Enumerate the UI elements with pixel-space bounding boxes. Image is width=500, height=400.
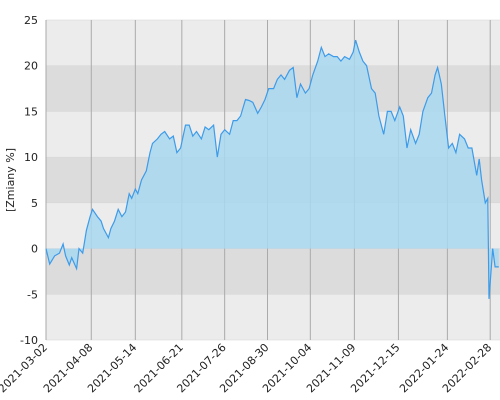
line: [45, 39, 499, 299]
area-fill: [46, 40, 499, 299]
grid-band: [46, 248, 500, 295]
y-axis-label: [Zmiany %]: [4, 148, 17, 212]
y-tick-label: 5: [31, 197, 38, 210]
y-tick-label: 10: [24, 151, 38, 164]
y-tick-label: 0: [31, 243, 38, 256]
y-tick-label: 20: [24, 60, 38, 73]
y-tick-label: 25: [24, 14, 38, 27]
y-tick-label: -10: [20, 334, 38, 347]
y-tick-label: -5: [27, 288, 38, 301]
y-tick-label: 15: [24, 105, 38, 118]
